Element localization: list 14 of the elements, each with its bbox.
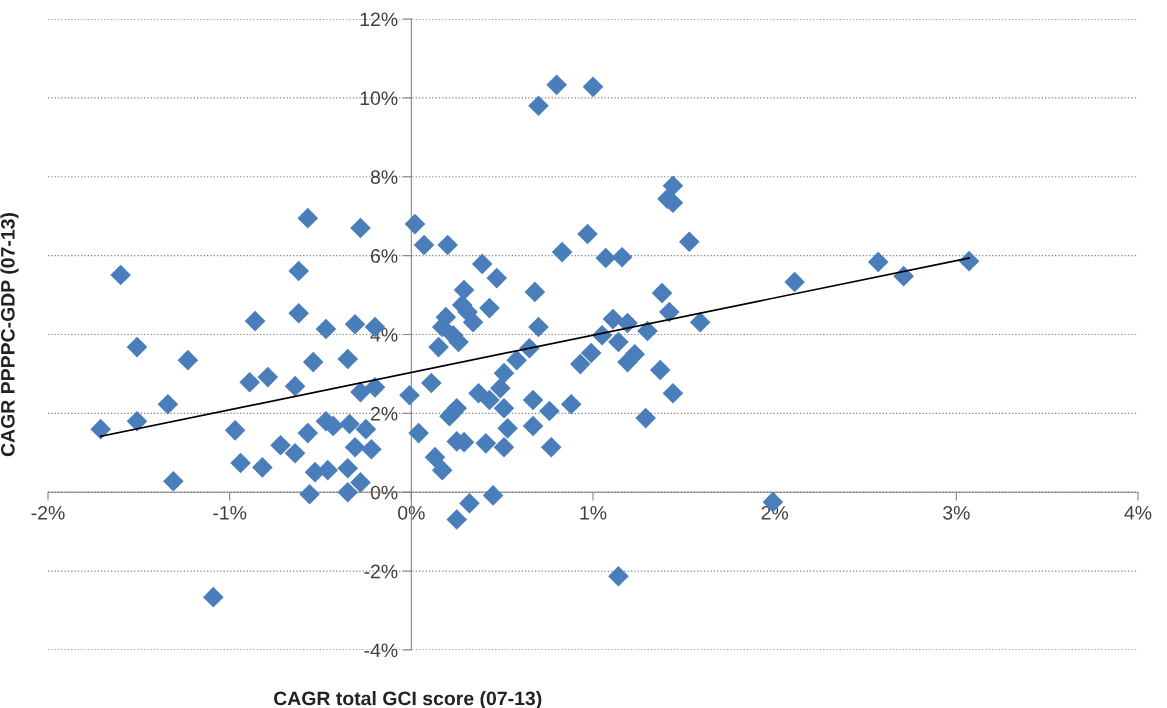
x-tick-label: -1% [213,506,247,520]
y-tick-label: 2% [371,406,398,421]
x-tick-label: 1% [580,506,607,520]
y-tick-label: 12% [360,12,398,27]
x-tick-label: 4% [1124,506,1152,520]
y-tick-label: 0% [370,485,398,500]
y-tick-label: -2% [364,564,398,579]
y-tick-label: 8% [370,170,398,184]
y-tick-label: -4% [364,643,398,658]
x-tick-label: -2% [31,505,65,520]
x-tick-label: 3% [943,505,970,520]
y-tick-label: 6% [371,249,398,263]
y-axis-title: CAGR PPPPC-GDP (07-13) [0,213,19,457]
y-tick-label: 10% [360,91,398,106]
